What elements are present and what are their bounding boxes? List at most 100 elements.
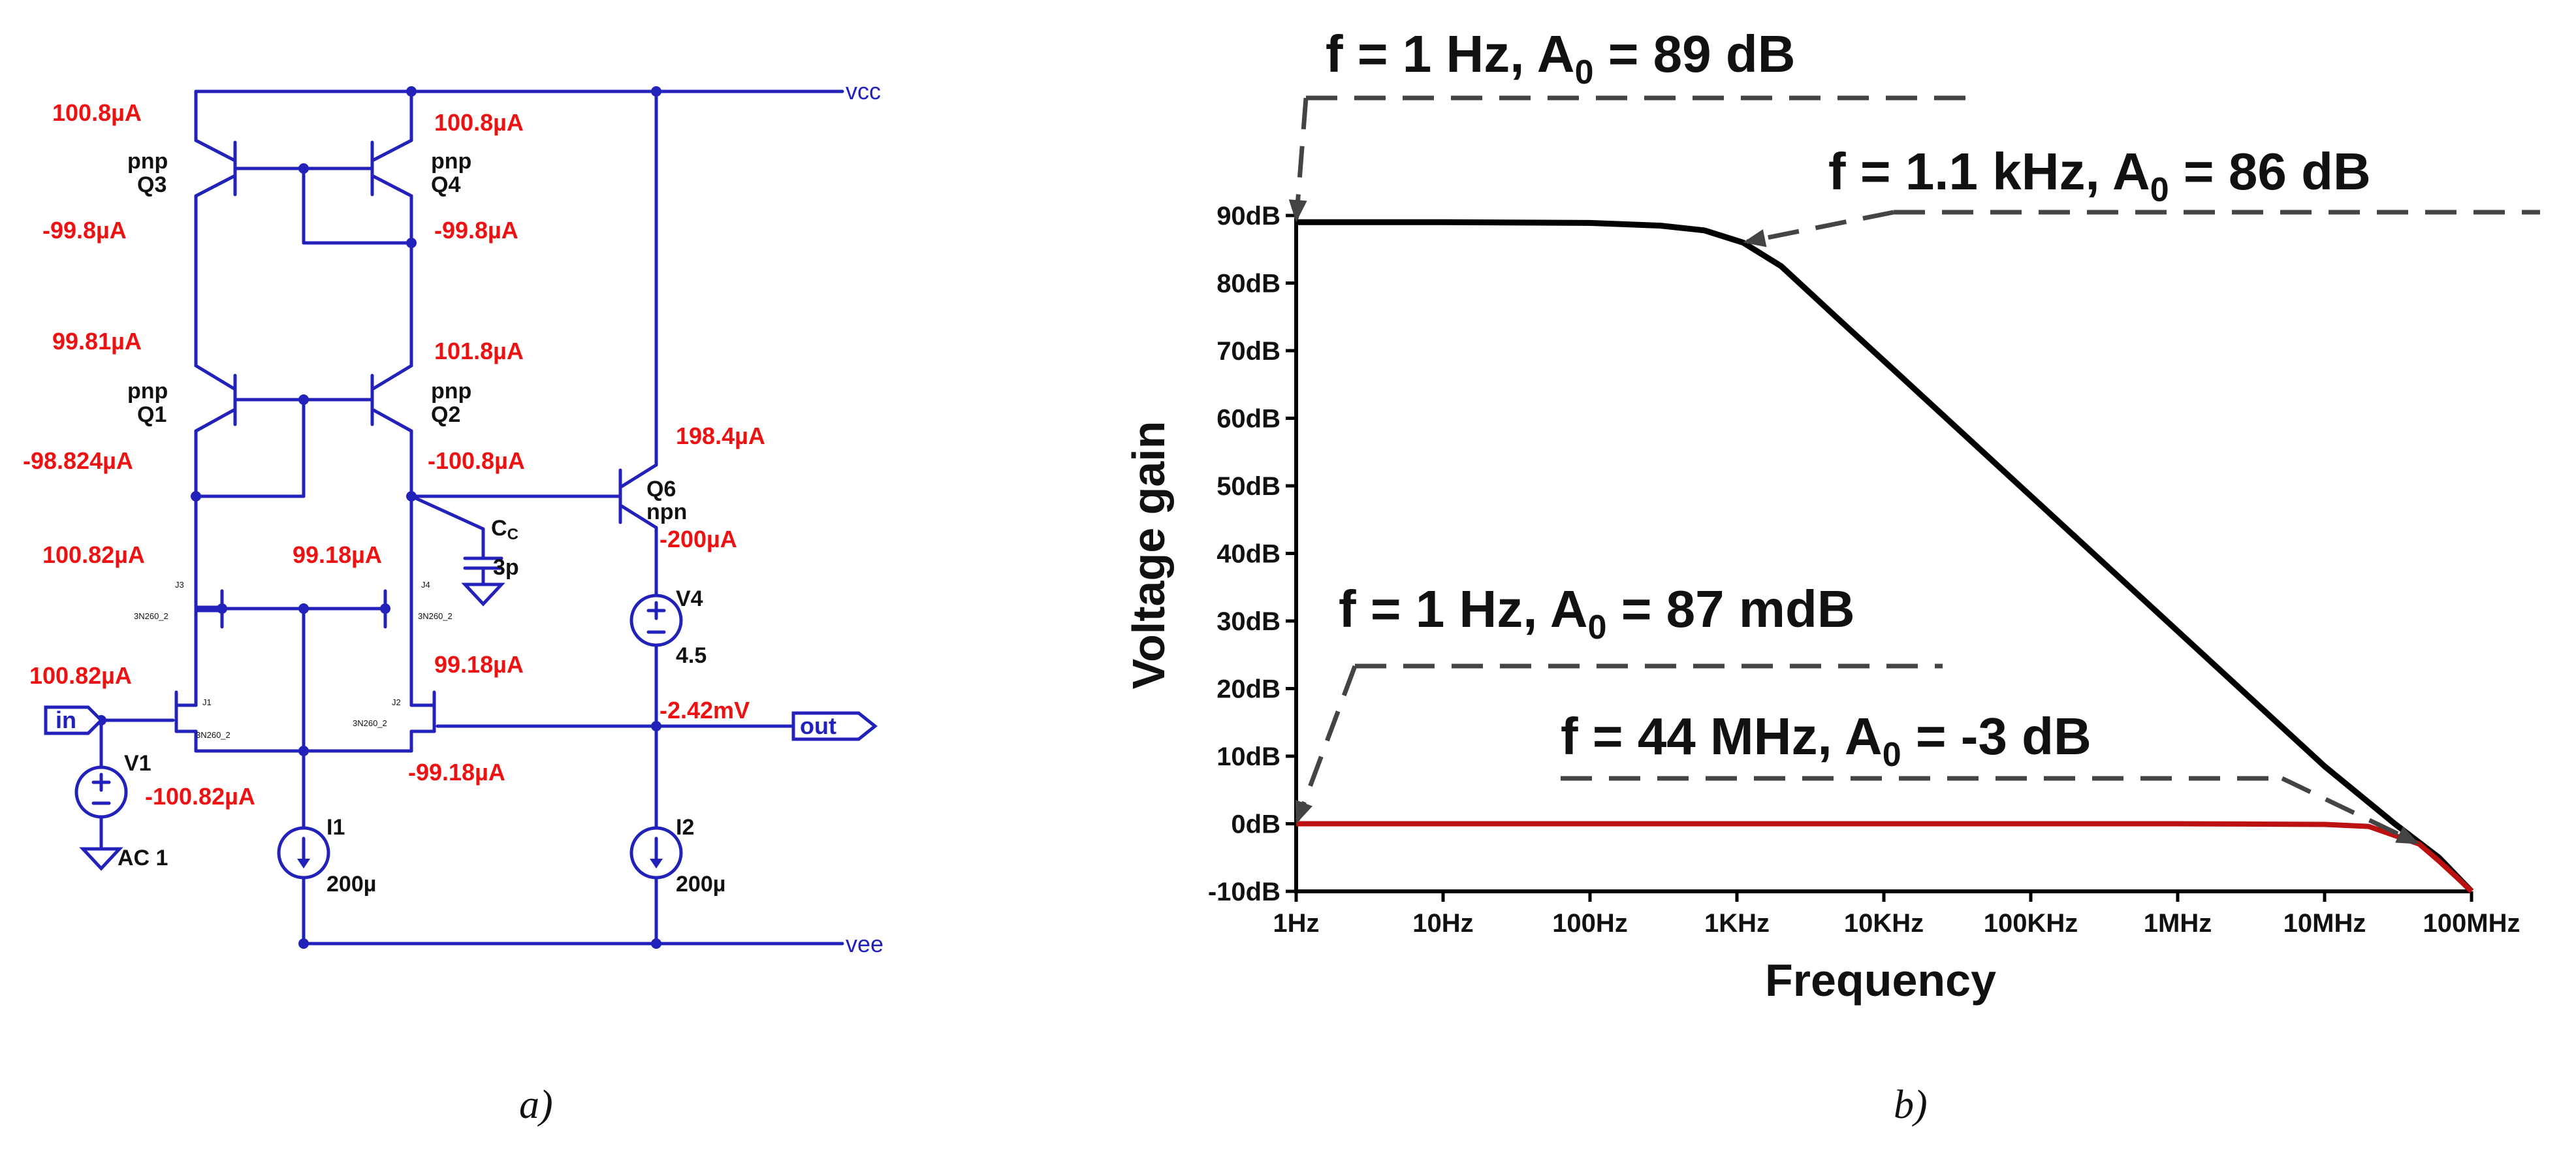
- current-j1-bot: -100.82µA: [145, 783, 255, 810]
- jfet-j4-model: 3N260_2: [418, 611, 453, 621]
- annotation-arrowhead-1: [1288, 199, 1307, 223]
- current-source-i1: [277, 749, 330, 946]
- capacitor-cc-value: 3p: [493, 555, 519, 580]
- y-tick-label: 40dB: [1216, 540, 1280, 569]
- q1-name: Q1: [137, 402, 167, 427]
- annotation-label-3: f = 1 Hz, A0 = 87 mdB: [1339, 580, 1855, 646]
- x-tick-label: 10MHz: [2283, 909, 2366, 938]
- annotation-label-2: f = 1.1 kHz, A0 = 86 dB: [1828, 142, 2371, 209]
- jfet-j2: [409, 677, 795, 753]
- panel-a-caption: a): [519, 1083, 553, 1127]
- annotation-label-4: f = 44 MHz, A0 = -3 dB: [1561, 707, 2091, 774]
- vee-label: vee: [846, 931, 883, 957]
- annotation-arrowhead-3: [1295, 799, 1312, 824]
- voltage-source-v1: [74, 718, 128, 871]
- jfet-j1-name: J1: [202, 697, 212, 707]
- q3-name: Q3: [137, 172, 167, 197]
- current-q1-top: 99.81µA: [52, 328, 142, 355]
- y-tick-label: 30dB: [1216, 607, 1280, 636]
- v4-name: V4: [676, 586, 703, 611]
- vcc-label: vcc: [846, 78, 881, 104]
- schematic-panel: vcc vee: [23, 78, 883, 1127]
- jfet-j2-name: J2: [392, 697, 401, 707]
- jfet-j4: [302, 589, 413, 681]
- y-tick-label: 10dB: [1216, 742, 1280, 771]
- y-tick-labels: 90dB 80dB 70dB 60dB 50dB 40dB 30dB 20dB 10dB 0dB -…: [1208, 202, 1296, 906]
- v1-value: AC 1: [118, 846, 168, 870]
- current-j3-top: 100.82µA: [42, 541, 145, 568]
- jfet-j3-name: J3: [175, 580, 184, 590]
- current-j1-top: 100.82µA: [29, 662, 132, 689]
- y-axis-title: Voltage gain: [1123, 421, 1174, 690]
- current-j4-top: 99.18µA: [293, 541, 382, 568]
- current-q1-bot: -98.824µA: [23, 447, 133, 474]
- v1-name: V1: [124, 751, 151, 776]
- current-q4-top: 100.8µA: [434, 109, 524, 136]
- output-voltage: -2.42mV: [660, 697, 750, 724]
- series-line-1: [1296, 219, 2474, 894]
- annotation-pointer-2: [1746, 210, 1894, 244]
- q4-name: Q4: [431, 172, 460, 197]
- current-q4-bot: -99.8µA: [434, 217, 518, 244]
- q4-type: pnp: [431, 149, 471, 174]
- x-tick-label: 100MHz: [2423, 909, 2520, 938]
- v4-value: 4.5: [676, 643, 707, 668]
- x-axis-title: Frequency: [1765, 955, 1996, 1006]
- x-tick-label: 10Hz: [1412, 909, 1473, 938]
- current-q6-bot: -200µA: [660, 526, 737, 552]
- capacitor-cc: [461, 527, 505, 607]
- i2-value: 200µ: [676, 872, 725, 897]
- q1-type: pnp: [127, 379, 168, 404]
- out-port-label: out: [800, 712, 836, 739]
- y-tick-label: 50dB: [1216, 472, 1280, 501]
- x-tick-label: 10KHz: [1844, 909, 1924, 938]
- voltage-source-v4: [629, 594, 683, 728]
- jfet-j3: [194, 589, 306, 681]
- capacitor-cc-name: CC: [491, 516, 518, 543]
- annotation-arrowhead-2: [1743, 229, 1767, 247]
- transistor-q1: [194, 364, 306, 593]
- current-q6-top: 198.4µA: [676, 422, 765, 449]
- i1-name: I1: [326, 815, 345, 840]
- y-tick-label: 20dB: [1216, 675, 1280, 704]
- q3-type: pnp: [127, 149, 168, 174]
- annotation-label-1: f = 1 Hz, A0 = 89 dB: [1326, 25, 1796, 91]
- x-tick-label: 1MHz: [2144, 909, 2212, 938]
- transistor-q4: [302, 89, 413, 368]
- transistor-q6: [618, 89, 658, 596]
- panel-b-caption: b): [1894, 1083, 1928, 1127]
- current-q2-top: 101.8µA: [434, 338, 524, 364]
- y-tick-label: 60dB: [1216, 405, 1280, 434]
- y-tick-label: -10dB: [1208, 878, 1280, 906]
- jfet-j3-model: 3N260_2: [134, 611, 168, 621]
- jfet-j1: [99, 677, 198, 753]
- y-tick-label: 70dB: [1216, 337, 1280, 366]
- current-source-i2: [629, 724, 683, 946]
- jfet-j2-model: 3N260_2: [353, 718, 387, 728]
- x-tick-label: 100KHz: [1984, 909, 2078, 938]
- jfet-j1-model: 3N260_2: [196, 730, 231, 740]
- transistor-q2: [302, 364, 413, 593]
- annotation-group: f = 1 Hz, A0 = 89 dB f = 1.1 kHz, A0 = 86…: [1288, 25, 2540, 845]
- i2-name: I2: [676, 815, 694, 840]
- bode-chart: 90dB 80dB 70dB 60dB 50dB 40dB 30dB 20dB 10dB 0dB -…: [1123, 25, 2540, 1127]
- x-tick-label: 1KHz: [1704, 909, 1770, 938]
- y-tick-label: 80dB: [1216, 270, 1280, 298]
- annotation-arrowhead-4: [2395, 826, 2419, 844]
- jfet-j4-name: J4: [421, 580, 430, 590]
- series-group: [1296, 219, 2474, 894]
- in-port: in: [44, 705, 104, 735]
- annotation-pointer-3: [1295, 665, 1358, 821]
- annotation-pointer-4: [2281, 776, 2417, 845]
- q2-type: pnp: [431, 379, 471, 404]
- current-j2-bot: -99.18µA: [408, 759, 505, 786]
- x-tick-label: 100Hz: [1552, 909, 1628, 938]
- annotation-pointer-1: [1294, 97, 1309, 219]
- y-tick-label: 90dB: [1216, 202, 1280, 231]
- series-line-2: [1296, 821, 2473, 893]
- x-tick-label: 1Hz: [1273, 909, 1319, 938]
- y-tick-label: 0dB: [1231, 810, 1280, 839]
- current-q2-bot: -100.8µA: [428, 447, 525, 474]
- transistor-q3: [194, 89, 306, 368]
